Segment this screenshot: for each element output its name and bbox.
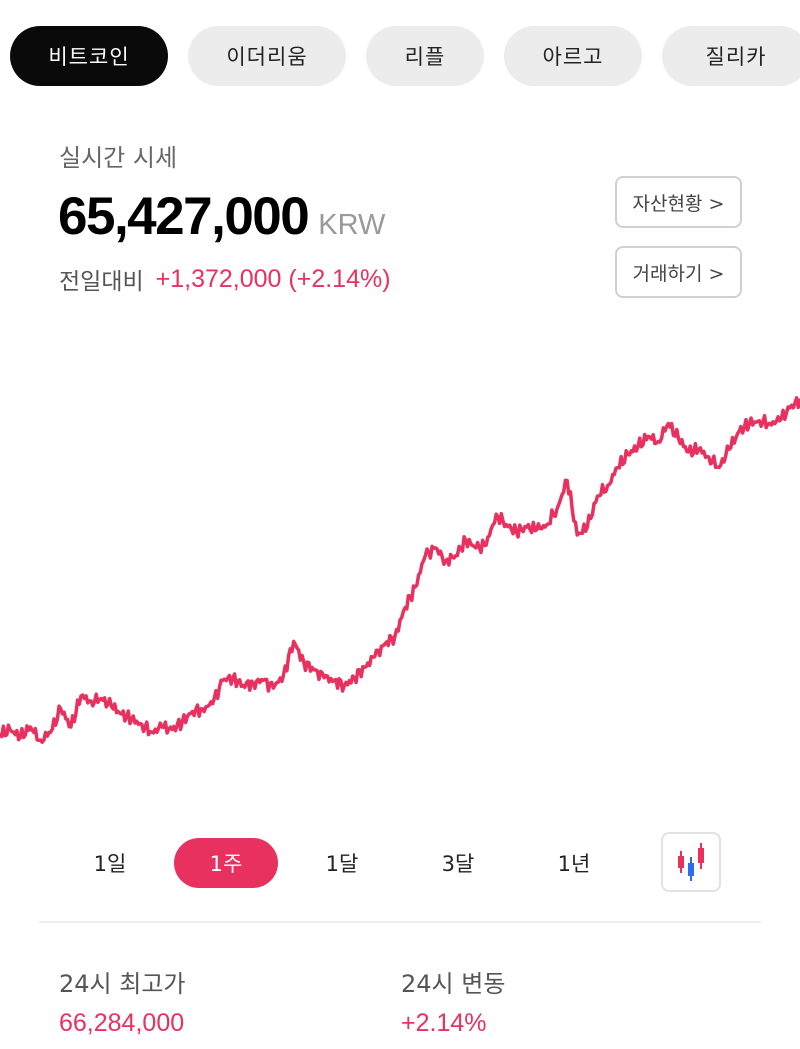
price-row: 65,427,000 KRW bbox=[58, 186, 385, 247]
daily-change-value: +1,372,000 (+2.14%) bbox=[155, 264, 391, 293]
trade-button[interactable]: 거래하기 > bbox=[615, 246, 742, 298]
period-3-month[interactable]: 3달 bbox=[441, 852, 475, 876]
realtime-label: 실시간 시세 bbox=[59, 144, 178, 172]
stat-24h-high-label: 24시 최고가 bbox=[59, 970, 186, 998]
period-selector: 1일 1주 1달 3달 1년 bbox=[0, 832, 800, 894]
divider bbox=[39, 921, 761, 923]
assets-button[interactable]: 자산현황 > bbox=[615, 176, 742, 228]
stat-24h-change-value: +2.14% bbox=[401, 1009, 487, 1037]
currency-unit: KRW bbox=[318, 209, 386, 241]
candlestick-icon bbox=[678, 843, 704, 881]
period-1-day[interactable]: 1일 bbox=[93, 852, 127, 876]
stat-24h-change-label: 24시 변동 bbox=[401, 970, 506, 998]
daily-change-row: 전일대비 +1,372,000 (+2.14%) bbox=[59, 262, 391, 296]
tab-ripple[interactable]: 리플 bbox=[366, 26, 484, 86]
tab-argo[interactable]: 아르고 bbox=[504, 26, 642, 86]
period-1-week[interactable]: 1주 bbox=[174, 838, 278, 888]
tab-bitcoin[interactable]: 비트코인 bbox=[10, 26, 168, 86]
tab-ethereum[interactable]: 이더리움 bbox=[188, 26, 346, 86]
price-line bbox=[0, 396, 800, 744]
price-chart bbox=[0, 396, 800, 744]
coin-tabs: 비트코인 이더리움 리플 아르고 질리카 bbox=[10, 26, 800, 86]
stat-24h-high-value: 66,284,000 bbox=[59, 1009, 185, 1037]
period-1-month[interactable]: 1달 bbox=[325, 852, 359, 876]
daily-change-label: 전일대비 bbox=[59, 269, 144, 295]
stat-24h-change: 24시 변동 +2.14% bbox=[401, 964, 505, 1038]
period-1-year[interactable]: 1년 bbox=[557, 852, 591, 876]
tab-zilliqa[interactable]: 질리카 bbox=[662, 26, 800, 86]
current-price: 65,427,000 bbox=[58, 187, 310, 246]
stat-24h-high: 24시 최고가 66,284,000 bbox=[59, 964, 186, 1038]
candlestick-toggle-button[interactable] bbox=[661, 832, 721, 892]
